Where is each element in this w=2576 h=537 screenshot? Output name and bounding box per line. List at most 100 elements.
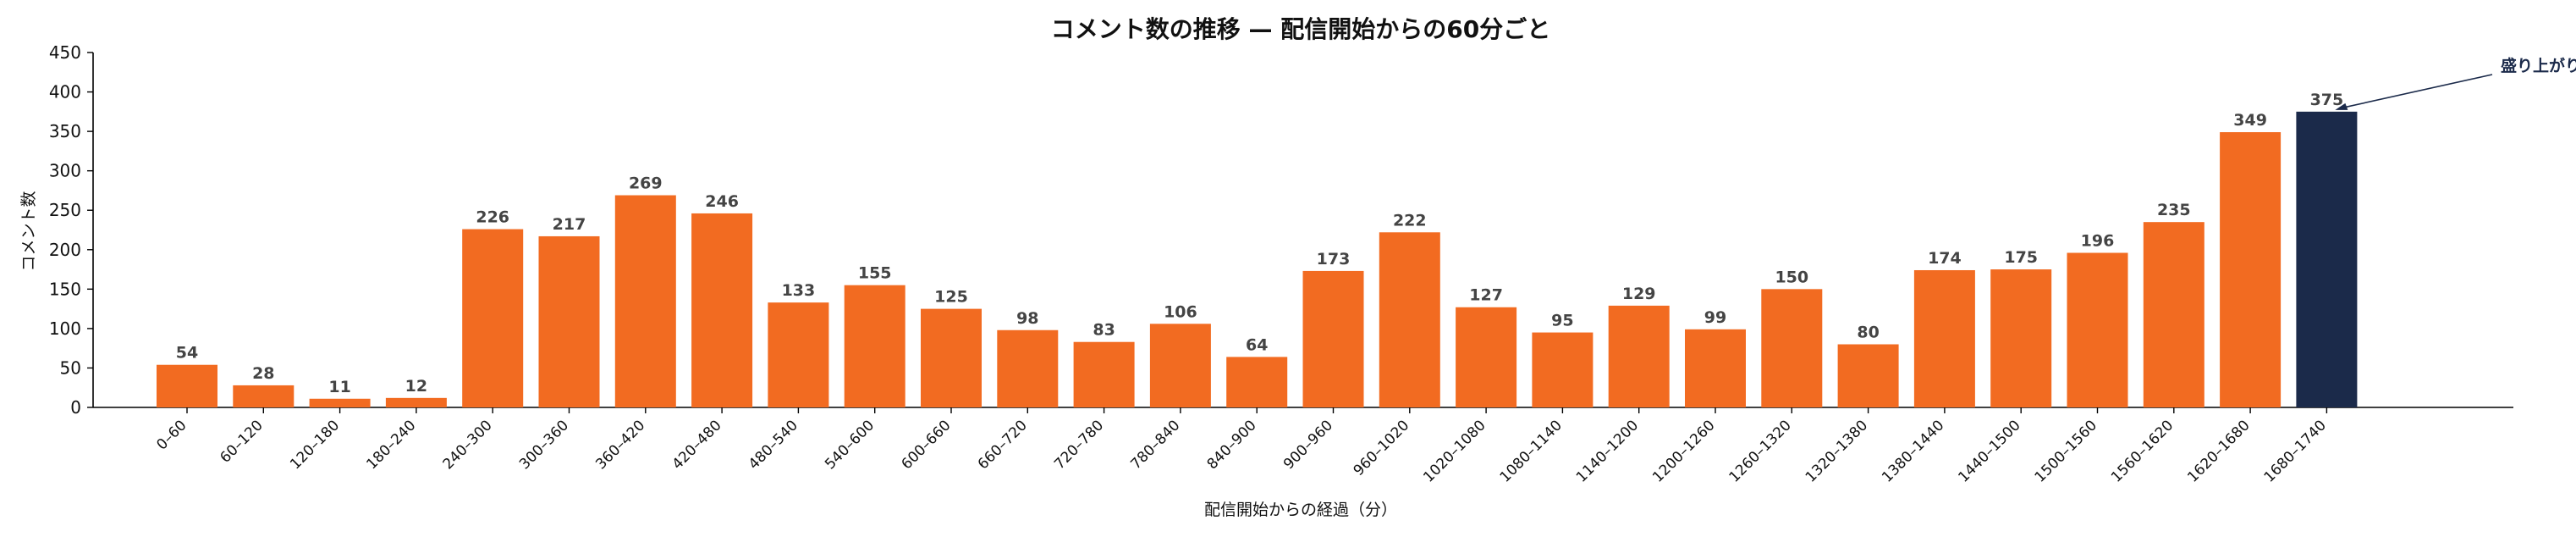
bar-value-label: 175: [2004, 248, 2038, 267]
bar-value-label: 133: [782, 281, 816, 300]
bar-value-label: 98: [1016, 309, 1038, 328]
x-tick-label: 660–720: [975, 417, 1031, 473]
x-tick-label: 540–600: [822, 417, 878, 473]
bar-value-label: 28: [252, 364, 274, 383]
bar: [1608, 305, 1670, 407]
x-tick-label: 1260–1320: [1726, 417, 1794, 485]
bar-value-label: 150: [1775, 268, 1808, 286]
bar-value-label: 80: [1857, 324, 1879, 342]
bar: [462, 229, 524, 407]
bar: [1302, 270, 1364, 407]
y-tick-label: 0: [70, 397, 81, 418]
bar-value-label: 83: [1093, 321, 1115, 340]
bar-peak: [2296, 111, 2358, 408]
bar-value-label: 375: [2310, 91, 2344, 109]
x-tick-label: 960–1020: [1351, 417, 1413, 479]
y-tick-label: 50: [60, 357, 81, 378]
x-tick-label: 300–360: [516, 417, 572, 473]
bar: [768, 302, 829, 407]
bar: [1685, 329, 1746, 407]
bar-value-label: 129: [1622, 285, 1656, 303]
x-tick-label: 480–540: [746, 417, 801, 473]
bar: [1456, 307, 1517, 407]
x-tick-label: 840–900: [1204, 417, 1260, 473]
x-tick-label: 60–120: [217, 417, 266, 466]
x-tick-label: 1680–1740: [2261, 417, 2330, 485]
bar: [844, 285, 905, 407]
bar: [1379, 232, 1440, 407]
bar: [1761, 289, 1823, 407]
x-tick-label: 120–180: [287, 417, 343, 473]
bar: [1913, 269, 1975, 407]
bar-value-label: 64: [1246, 335, 1268, 354]
bar: [538, 235, 600, 407]
annotation-arrow: [2340, 74, 2493, 109]
bar: [1226, 357, 1288, 407]
bar: [2067, 252, 2128, 407]
bar-value-label: 12: [405, 377, 427, 396]
bar: [614, 195, 676, 407]
bar: [1990, 269, 2052, 407]
bars: [157, 111, 2358, 408]
bar-value-label: 155: [858, 264, 892, 283]
bar: [691, 213, 753, 407]
x-tick-label: 1500–1560: [2032, 417, 2100, 485]
bar: [997, 329, 1059, 407]
y-tick-label: 300: [49, 161, 81, 181]
bar-value-label: 54: [176, 344, 198, 363]
x-tick-label: 180–240: [363, 417, 419, 473]
bar: [1149, 324, 1211, 407]
peak-annotation: 盛り上がりのピーク: [2335, 56, 2576, 110]
x-tick-label: 420–480: [669, 417, 725, 473]
bar: [157, 364, 217, 407]
bar: [233, 385, 294, 407]
x-tick-label: 1320–1380: [1803, 417, 1871, 485]
x-tick-label: 900–960: [1280, 417, 1336, 473]
bar-value-label: 217: [553, 215, 586, 234]
bar-value-label: 99: [1704, 308, 1726, 327]
bar-value-label: 174: [1928, 249, 1962, 268]
bar-value-label: 226: [476, 208, 509, 227]
y-tick-label: 400: [49, 82, 81, 102]
annotation-arrowhead: [2335, 102, 2348, 110]
x-tick-label: 1200–1260: [1649, 417, 1718, 485]
x-tick-label: 240–300: [440, 417, 496, 473]
x-tick-label: 1560–1620: [2108, 417, 2177, 485]
bar-value-label: 196: [2081, 232, 2115, 251]
y-axis-label: コメント数: [19, 191, 38, 271]
bar-value-label: 106: [1164, 302, 1197, 321]
chart-title: コメント数の推移 — 配信開始からの60分ごと: [1051, 15, 1550, 43]
annotation-text: 盛り上がりのピーク: [2501, 56, 2576, 75]
y-tick-label: 450: [49, 42, 81, 63]
x-tick-label: 1080–1140: [1497, 417, 1566, 485]
bar-value-label: 173: [1317, 250, 1351, 268]
x-tick-label: 1440–1500: [1955, 417, 2023, 485]
x-tick-label: 1380–1440: [1879, 417, 1947, 485]
bar-value-label: 95: [1551, 312, 1573, 330]
bar-value-label: 235: [2157, 201, 2191, 219]
x-tick-label: 1620–1680: [2184, 417, 2253, 485]
x-tick-label: 600–660: [898, 417, 954, 473]
bar: [385, 397, 447, 407]
x-tick-label: 0–60: [153, 417, 190, 453]
bar: [2143, 222, 2204, 407]
y-tick-label: 200: [49, 240, 81, 260]
bar-value-label: 11: [328, 378, 350, 396]
bar-value-label: 269: [629, 174, 663, 193]
bar-value-label: 127: [1469, 286, 1503, 305]
y-tick-label: 100: [49, 318, 81, 339]
bar-value-labels: 54 28 11 12 226 217 269 246 133 155 125 98 83 106 64 17…: [176, 91, 2343, 396]
bar: [1532, 332, 1593, 407]
bar-value-label: 222: [1393, 211, 1427, 230]
y-tick-label: 150: [49, 279, 81, 299]
bar: [921, 308, 982, 407]
x-tick-label: 780–840: [1127, 417, 1183, 473]
x-tick-label: 1140–1200: [1573, 417, 1642, 485]
bar-value-label: 246: [705, 192, 739, 211]
x-axis-label: 配信開始からの経過（分）: [1204, 501, 1397, 519]
y-axis: 0 50 100 150 200 250 300 350 400 450: [49, 42, 94, 418]
bar: [1837, 344, 1899, 407]
bar: [309, 398, 371, 407]
